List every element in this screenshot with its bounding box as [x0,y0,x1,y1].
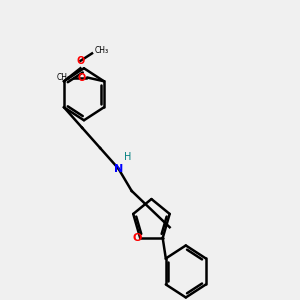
Text: H: H [124,152,132,162]
Text: O: O [78,73,86,82]
Text: N: N [114,164,123,174]
Text: O: O [133,233,142,243]
Text: CH₃: CH₃ [94,46,108,55]
Text: O: O [76,56,85,66]
Text: CH₃: CH₃ [57,73,71,82]
